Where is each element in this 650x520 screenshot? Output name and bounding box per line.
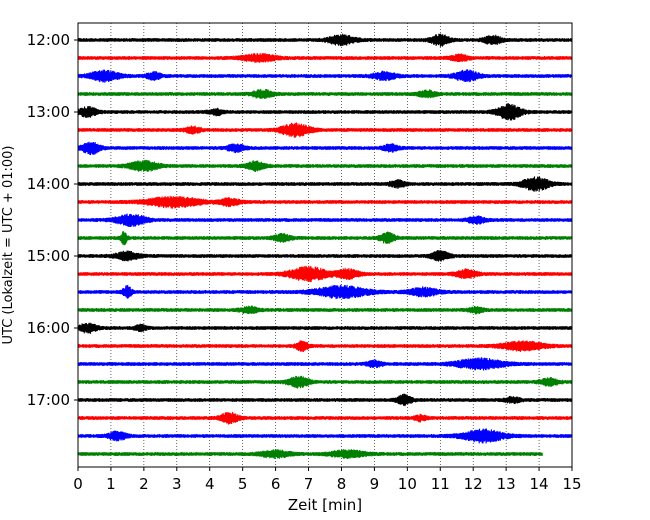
trace-1515 (77, 265, 573, 283)
plot-area (78, 23, 572, 467)
trace-1445 (77, 231, 573, 246)
y-axis: 12:00 13:00 14:00 15:00 16:00 17:00 (27, 31, 78, 409)
x-tick-label: 13 (497, 475, 516, 493)
trace-1700 (77, 393, 573, 407)
trace-1430 (77, 213, 573, 227)
trace-1230 (77, 69, 573, 83)
trace-1415 (77, 195, 573, 209)
trace-1615 (77, 340, 573, 353)
y-tick-label: 17:00 (27, 391, 70, 409)
trace-1300 (77, 103, 573, 121)
x-tick-label: 1 (106, 475, 116, 493)
trace-1545 (77, 305, 573, 315)
x-tick-label: 12 (464, 475, 483, 493)
y-tick-label: 13:00 (27, 103, 70, 121)
x-axis: 0 1 2 3 4 5 6 7 8 9 10 11 12 13 14 15 (73, 467, 582, 493)
trace-1215 (77, 52, 573, 63)
x-tick-label: 9 (370, 475, 380, 493)
grid-layer (110, 23, 540, 467)
x-tick-label: 10 (398, 475, 417, 493)
trace-1630 (77, 357, 573, 371)
x-tick-label: 3 (172, 475, 182, 493)
trace-1730 (77, 428, 573, 444)
x-tick-label: 11 (431, 475, 450, 493)
trace-1745 (77, 449, 543, 460)
x-tick-label: 7 (304, 475, 314, 493)
trace-1245 (77, 88, 573, 100)
trace-1645 (77, 375, 573, 389)
plot-frame (77, 22, 573, 468)
trace-1400 (77, 176, 573, 192)
trace-1530 (77, 284, 573, 300)
y-axis-label: UTC (Lokalzeit = UTC + 01:00) (1, 146, 16, 345)
trace-1345 (77, 159, 573, 173)
x-tick-label: 14 (530, 475, 549, 493)
trace-1330 (77, 141, 573, 156)
x-tick-label: 0 (73, 475, 83, 493)
y-tick-label: 15:00 (27, 247, 70, 265)
x-axis-label: Zeit [min] (288, 496, 362, 514)
trace-1500 (77, 250, 573, 262)
y-tick-label: 14:00 (27, 175, 70, 193)
x-tick-label: 4 (205, 475, 215, 493)
trace-layer (77, 33, 573, 460)
trace-1200 (77, 33, 573, 47)
y-tick-label: 12:00 (27, 31, 70, 49)
y-tick-label: 16:00 (27, 319, 70, 337)
trace-1315 (77, 122, 573, 138)
x-tick-label: 8 (337, 475, 347, 493)
x-tick-label: 5 (238, 475, 248, 493)
x-tick-label: 15 (562, 475, 581, 493)
x-tick-label: 6 (271, 475, 281, 493)
trace-1715 (77, 411, 573, 425)
x-tick-label: 2 (139, 475, 149, 493)
trace-1600 (77, 322, 573, 334)
